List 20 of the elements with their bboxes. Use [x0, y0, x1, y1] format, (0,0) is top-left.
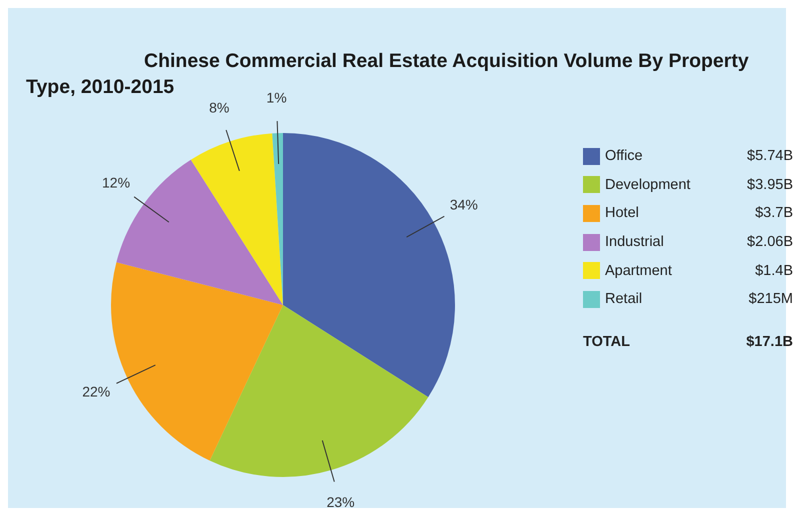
text: $5.74B [747, 148, 793, 164]
data-label: 8% [209, 100, 230, 116]
data-label: 23% [326, 494, 355, 510]
data-label: 1% [266, 90, 287, 106]
text: TOTAL [583, 334, 631, 350]
legend-label: Hotel [605, 205, 640, 222]
text: $1.4B [755, 262, 793, 279]
legend-label: Industrial [605, 234, 665, 250]
legend-label: Apartment [605, 262, 673, 279]
data-label: 34% [450, 196, 478, 212]
data-label: 22% [82, 384, 110, 400]
data-label: 12% [102, 174, 130, 191]
legend-label: Office [605, 148, 644, 164]
text: $215M [748, 291, 793, 308]
legend-label: Development [605, 176, 692, 193]
text: $17.1B [746, 334, 793, 350]
legend-label: Retail [605, 291, 644, 308]
text: $2.06B [747, 234, 793, 250]
text: $3.95B [747, 176, 793, 193]
text: $3.7B [755, 205, 793, 222]
